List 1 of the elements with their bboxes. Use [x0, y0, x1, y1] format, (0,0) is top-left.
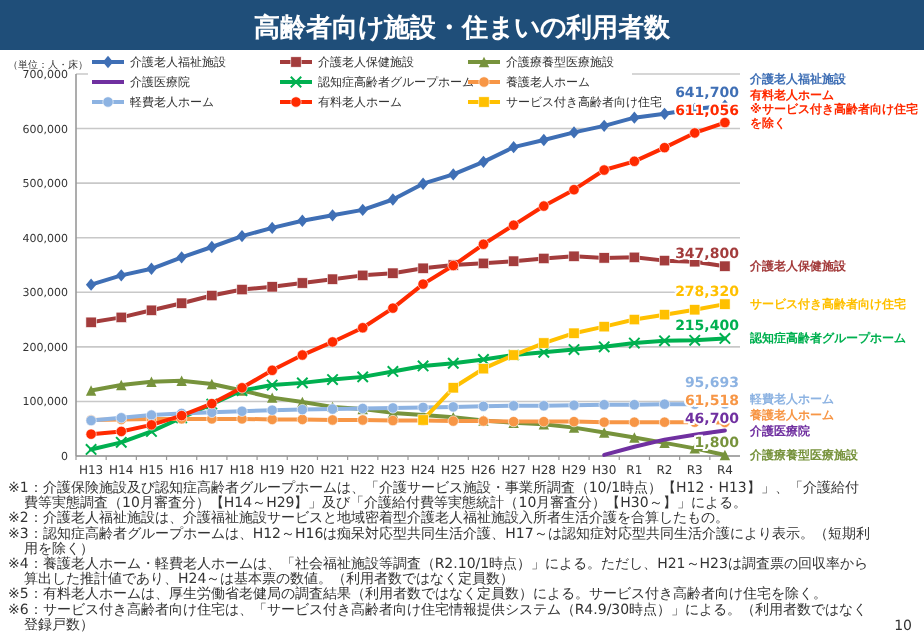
chart-title: 高齢者向け施設・住まいの利用者数	[254, 12, 672, 44]
